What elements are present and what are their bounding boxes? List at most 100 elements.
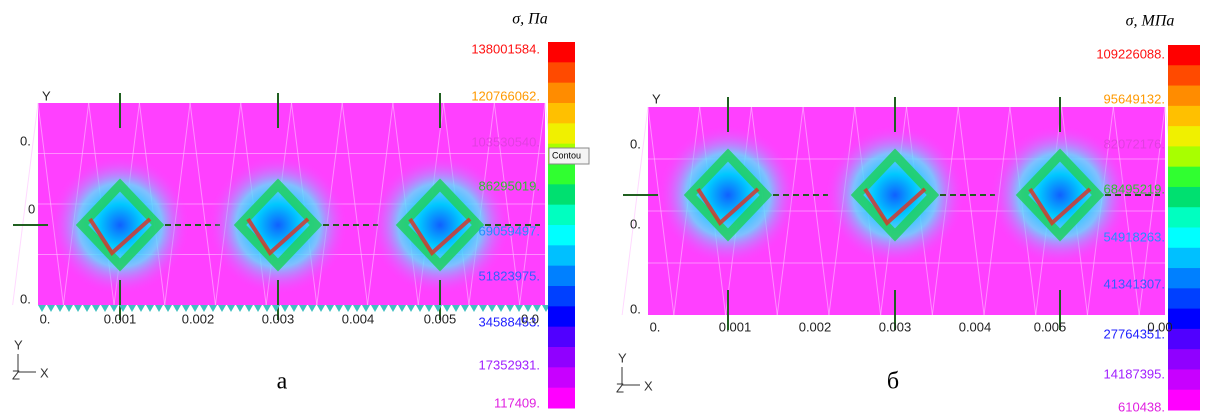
- y-tick-label: 0.: [630, 301, 641, 316]
- colorbar-band: [1168, 309, 1200, 330]
- colorbar-label: 68495219.: [1104, 181, 1165, 196]
- colorbar-band: [1168, 146, 1200, 167]
- y-tick-label: 0.: [20, 291, 31, 306]
- x-tick-label: 0.004: [342, 311, 375, 326]
- support-mark: [83, 305, 91, 312]
- colorbar-band: [1168, 126, 1200, 147]
- colorbar-label: 109226088.: [1096, 46, 1165, 61]
- colorbar-band: [548, 184, 575, 205]
- figure: 138001584. 120766062. 103530540. 86295019. 6…: [0, 0, 1231, 418]
- colorbar-band: [1168, 207, 1200, 228]
- colorbar-band: [1168, 369, 1200, 390]
- colorbar-band: [548, 83, 575, 104]
- colorbar-band: [548, 62, 575, 83]
- colorbar-band: [1168, 390, 1200, 411]
- popup-label: Contou: [552, 150, 581, 160]
- colorbar-band: [548, 327, 575, 348]
- y-tick-label: 0.: [630, 216, 641, 231]
- support-mark: [245, 305, 253, 312]
- x-tick-label: 0.: [40, 311, 51, 326]
- colorbar-band: [548, 164, 575, 185]
- triad-z: Z: [12, 367, 20, 382]
- colorbar-band: [548, 245, 575, 266]
- colorbar-label: 610438.: [1118, 399, 1165, 414]
- x-tick-label: 0.001: [719, 319, 752, 334]
- support-mark: [146, 305, 154, 312]
- y-tick-label: Y: [42, 88, 51, 103]
- colorbar-label: 120766062.: [471, 88, 540, 103]
- colorbar-band: [1168, 45, 1200, 66]
- x-tick-label: 0.001: [104, 311, 137, 326]
- support-mark: [398, 305, 406, 312]
- colorbar-band: [1168, 187, 1200, 208]
- support-mark: [227, 305, 235, 312]
- support-mark: [470, 305, 478, 312]
- support-mark: [299, 305, 307, 312]
- colorbar-band: [548, 225, 575, 246]
- support-mark: [407, 305, 415, 312]
- x-tick-label: 0.004: [959, 319, 992, 334]
- colorbar-band: [548, 367, 575, 388]
- support-mark: [389, 305, 397, 312]
- colorbar-label: 117409.: [494, 395, 540, 410]
- colorbar-label: 82072176.: [1104, 136, 1165, 151]
- support-mark: [326, 305, 334, 312]
- x-tick-label: 0.: [650, 319, 661, 334]
- triad-y: Y: [618, 350, 627, 365]
- colorbar-band: [1168, 106, 1200, 127]
- x-tick-label: 0.002: [799, 319, 832, 334]
- colorbar-band: [548, 103, 575, 124]
- panel-caption: б: [887, 369, 899, 395]
- x-tick-label: 0.00: [1147, 319, 1172, 334]
- support-mark: [506, 305, 514, 312]
- colorbar-label: 138001584.: [471, 41, 540, 56]
- triad-x: X: [40, 365, 49, 380]
- panel-caption: а: [277, 369, 288, 395]
- support-mark: [236, 305, 244, 312]
- support-mark: [164, 305, 172, 312]
- colorbar-label: 41341307.: [1104, 276, 1165, 291]
- y-tick-label: 0: [28, 201, 35, 216]
- colorbar-band: [1168, 65, 1200, 86]
- page: 138001584. 120766062. 103530540. 86295019. 6…: [0, 0, 1231, 418]
- colorbar-band: [1168, 329, 1200, 350]
- unit-label: σ, МПа: [1126, 13, 1175, 30]
- colorbar-band: [548, 286, 575, 307]
- colorbar-label: 51823975.: [479, 268, 540, 283]
- colorbar-band: [1168, 349, 1200, 370]
- x-tick-label: 0.003: [262, 311, 295, 326]
- colorbar-band: [1168, 167, 1200, 188]
- support-mark: [218, 305, 226, 312]
- x-tick-label: 0.005: [1034, 319, 1067, 334]
- colorbar-label: 54918263.: [1104, 229, 1165, 244]
- support-mark: [173, 305, 181, 312]
- colorbar-band: [1168, 228, 1200, 249]
- x-tick-label: 0.005: [424, 311, 457, 326]
- y-tick-label: Y: [652, 91, 661, 106]
- colorbar-band: [1168, 86, 1200, 107]
- triad-x: X: [644, 378, 653, 393]
- colorbar-band: [1168, 248, 1200, 269]
- colorbar-band: [548, 347, 575, 368]
- colorbar-band: [548, 205, 575, 226]
- colorbar-band: [1168, 268, 1200, 289]
- colorbar-band: [1168, 288, 1200, 309]
- colorbar-label: 69059497.: [479, 223, 540, 238]
- colorbar-label: 103530540.: [471, 134, 540, 149]
- support-mark: [74, 305, 82, 312]
- triad-y: Y: [14, 337, 23, 352]
- colorbar-label: 17352931.: [479, 357, 540, 372]
- unit-label: σ, Па: [512, 11, 547, 28]
- colorbar-band: [548, 266, 575, 287]
- support-mark: [155, 305, 163, 312]
- support-mark: [92, 305, 100, 312]
- y-tick-label: 0.: [20, 133, 31, 148]
- colorbar-label: 86295019.: [479, 178, 540, 193]
- support-mark: [380, 305, 388, 312]
- support-mark: [308, 305, 316, 312]
- support-mark: [65, 305, 73, 312]
- x-tick-label: 0.002: [182, 311, 215, 326]
- colorbar-band: [548, 306, 575, 327]
- colorbar-label: 95649132.: [1104, 91, 1165, 106]
- x-tick-label: 0.003: [879, 319, 912, 334]
